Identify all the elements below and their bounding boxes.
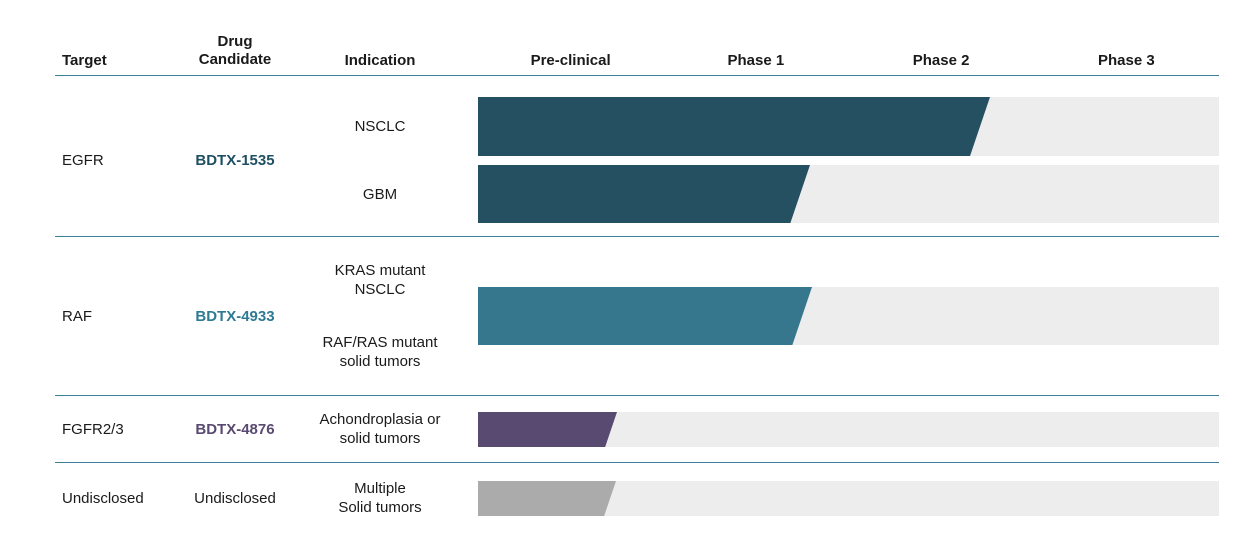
indication-label: Achondroplasia or solid tumors bbox=[319, 411, 441, 447]
section-rows: Achondroplasia or solid tumors bbox=[300, 408, 1219, 450]
pipeline-section-fgfr2-3: FGFR2/3 BDTX-4876 Achondroplasia or solid … bbox=[55, 396, 1219, 463]
pipeline-table: Target Drug Candidate Indication Pre-cli… bbox=[55, 0, 1219, 519]
phase-track bbox=[478, 287, 1219, 345]
candidate-cell: BDTX-4876 bbox=[195, 420, 275, 438]
pipeline-sections: EGFR BDTX-1535 NSCLC GBM RAF BDTX-4933 KRAS mu… bbox=[55, 76, 1219, 519]
phase-track bbox=[478, 411, 1219, 447]
target-cell: FGFR2/3 bbox=[62, 420, 124, 438]
track-cell bbox=[478, 477, 1219, 519]
pipeline-row: Achondroplasia or solid tumors bbox=[300, 408, 1219, 450]
pipeline-section-undisclosed: Undisclosed Undisclosed Multiple Solid tum… bbox=[55, 463, 1219, 519]
target-cell: EGFR bbox=[62, 151, 104, 169]
candidate-cell: BDTX-1535 bbox=[195, 151, 275, 169]
col-header-phase3: Phase 3 bbox=[1098, 52, 1155, 69]
indication-column: GBM bbox=[300, 165, 460, 223]
col-header-phase1: Phase 1 bbox=[727, 52, 785, 69]
indication-column: Multiple Solid tumors bbox=[300, 477, 460, 519]
col-header-target: Target bbox=[62, 52, 107, 69]
col-header-indication: Indication bbox=[344, 52, 416, 69]
phase-track bbox=[478, 480, 1219, 516]
indication-label: Multiple Solid tumors bbox=[338, 480, 422, 516]
section-rows: NSCLC GBM bbox=[300, 97, 1219, 223]
progress-bar-fill bbox=[478, 480, 616, 516]
track-cell bbox=[478, 165, 1219, 223]
progress-bar-fill bbox=[478, 287, 813, 345]
indication-column: NSCLC bbox=[300, 97, 460, 156]
progress-bar-fill bbox=[478, 411, 618, 447]
phase-header-group: Pre-clinical Phase 1 Phase 2 Phase 3 bbox=[478, 52, 1219, 69]
candidate-cell: Undisclosed bbox=[194, 489, 276, 507]
track-cell bbox=[478, 97, 1219, 156]
phase-track bbox=[478, 165, 1219, 223]
phase-track bbox=[478, 97, 1219, 156]
indication-column: Achondroplasia or solid tumors bbox=[300, 408, 460, 450]
pipeline-section-egfr: EGFR BDTX-1535 NSCLC GBM bbox=[55, 76, 1219, 237]
col-header-preclinical: Pre-clinical bbox=[530, 52, 611, 69]
indication-label: RAF/RAS mutant solid tumors bbox=[322, 334, 438, 370]
target-cell: RAF bbox=[62, 307, 92, 325]
candidate-cell: BDTX-4933 bbox=[195, 307, 275, 325]
indication-label: NSCLC bbox=[354, 118, 406, 135]
progress-bar-fill bbox=[478, 165, 810, 223]
section-rows: KRAS mutant NSCLC RAF/RAS mutant solid tu… bbox=[300, 261, 1219, 371]
track-cell bbox=[478, 261, 1219, 371]
section-rows: Multiple Solid tumors bbox=[300, 477, 1219, 519]
pipeline-row: KRAS mutant NSCLC RAF/RAS mutant solid tu… bbox=[300, 261, 1219, 371]
col-header-phase2: Phase 2 bbox=[912, 52, 970, 69]
indication-label: KRAS mutant NSCLC bbox=[334, 262, 426, 298]
indication-label: GBM bbox=[362, 185, 398, 203]
pipeline-row: Multiple Solid tumors bbox=[300, 477, 1219, 519]
pipeline-row: GBM bbox=[300, 165, 1219, 223]
target-cell: Undisclosed bbox=[62, 489, 144, 507]
pipeline-row: NSCLC bbox=[300, 97, 1219, 156]
indication-column: KRAS mutant NSCLC RAF/RAS mutant solid tu… bbox=[300, 261, 460, 371]
header-row: Target Drug Candidate Indication Pre-cli… bbox=[55, 0, 1219, 76]
progress-bar-fill bbox=[478, 97, 991, 156]
track-cell bbox=[478, 408, 1219, 450]
col-header-candidate: Drug Candidate bbox=[198, 33, 272, 68]
pipeline-section-raf: RAF BDTX-4933 KRAS mutant NSCLC RAF/RAS mut… bbox=[55, 237, 1219, 396]
